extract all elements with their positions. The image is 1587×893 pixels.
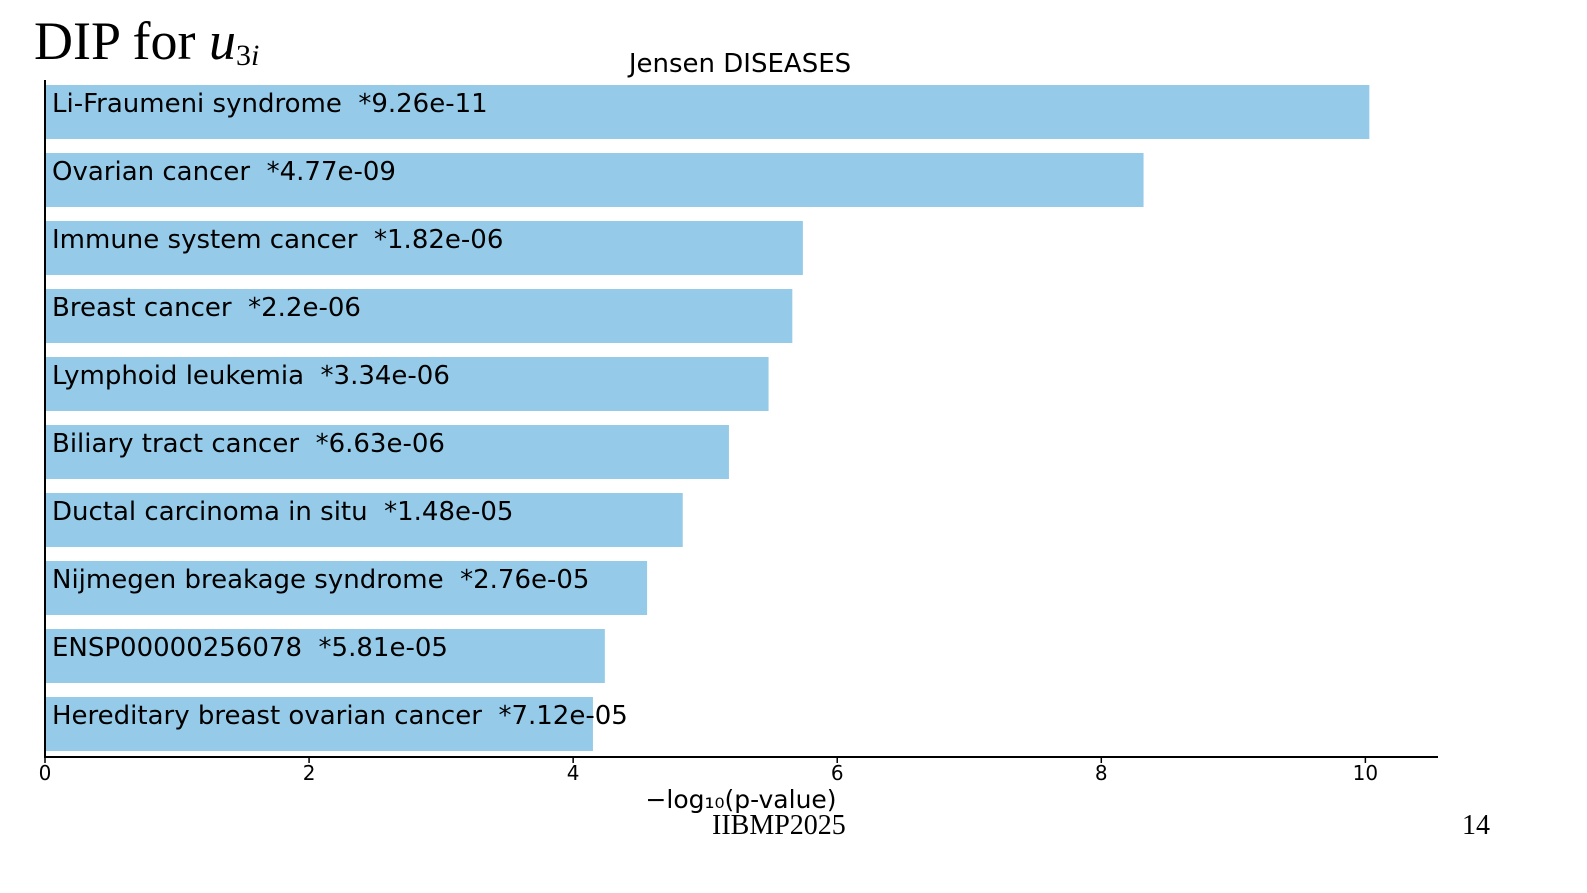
slide-title: DIP for u3i	[34, 11, 259, 71]
bar-label-2: Ovarian cancer *4.77e-09	[52, 157, 396, 187]
bar-3	[45, 221, 803, 275]
slide-title-variable: u	[208, 11, 236, 71]
bar-9	[45, 629, 605, 683]
bar-label-4: Breast cancer *2.2e-06	[52, 293, 361, 323]
slide-title-prefix: DIP for	[34, 11, 209, 71]
bar-labels-layer: Li-Fraumeni syndrome *9.26e-11 Ovarian ca…	[52, 89, 628, 731]
bar-label-8: Nijmegen breakage syndrome *2.76e-05	[52, 565, 589, 595]
page-number: 14	[1462, 810, 1490, 841]
x-tick-label-4: 4	[567, 761, 580, 785]
bar-1	[45, 85, 1370, 139]
bar-label-9: ENSP00000256078 *5.81e-05	[52, 633, 448, 663]
slide-title-subscript-number: 3	[235, 39, 251, 72]
bar-label-5: Lymphoid leukemia *3.34e-06	[52, 361, 450, 391]
bar-5	[45, 357, 769, 411]
x-tick-label-6: 6	[831, 761, 844, 785]
x-tick-label-0: 0	[39, 761, 52, 785]
bar-6	[45, 425, 729, 479]
x-tick-label-10: 10	[1353, 761, 1378, 785]
x-tick-label-2: 2	[303, 761, 316, 785]
x-tick-label-8: 8	[1095, 761, 1108, 785]
slide-title-subscript: 3i	[236, 39, 259, 72]
bar-7	[45, 493, 683, 547]
bar-10	[45, 697, 593, 751]
footer-conference: IIBMP2025	[712, 810, 846, 841]
bars-layer	[45, 85, 1370, 751]
bar-label-7: Ductal carcinoma in situ *1.48e-05	[52, 497, 513, 527]
bar-4	[45, 289, 793, 343]
chart-title: Jensen DISEASES	[627, 49, 851, 79]
bar-label-6: Biliary tract cancer *6.63e-06	[52, 429, 445, 459]
bar-8	[45, 561, 648, 615]
bar-2	[45, 153, 1144, 207]
bar-label-10: Hereditary breast ovarian cancer *7.12e-…	[52, 701, 628, 731]
slide-title-subscript-variable: i	[250, 39, 260, 72]
bar-label-3: Immune system cancer *1.82e-06	[52, 225, 503, 255]
x-axis-label: −log₁₀(p-value)	[645, 785, 836, 814]
x-ticks-layer: 0 2 4 6 8 10	[39, 757, 1378, 785]
bar-label-1: Li-Fraumeni syndrome *9.26e-11	[52, 89, 488, 119]
